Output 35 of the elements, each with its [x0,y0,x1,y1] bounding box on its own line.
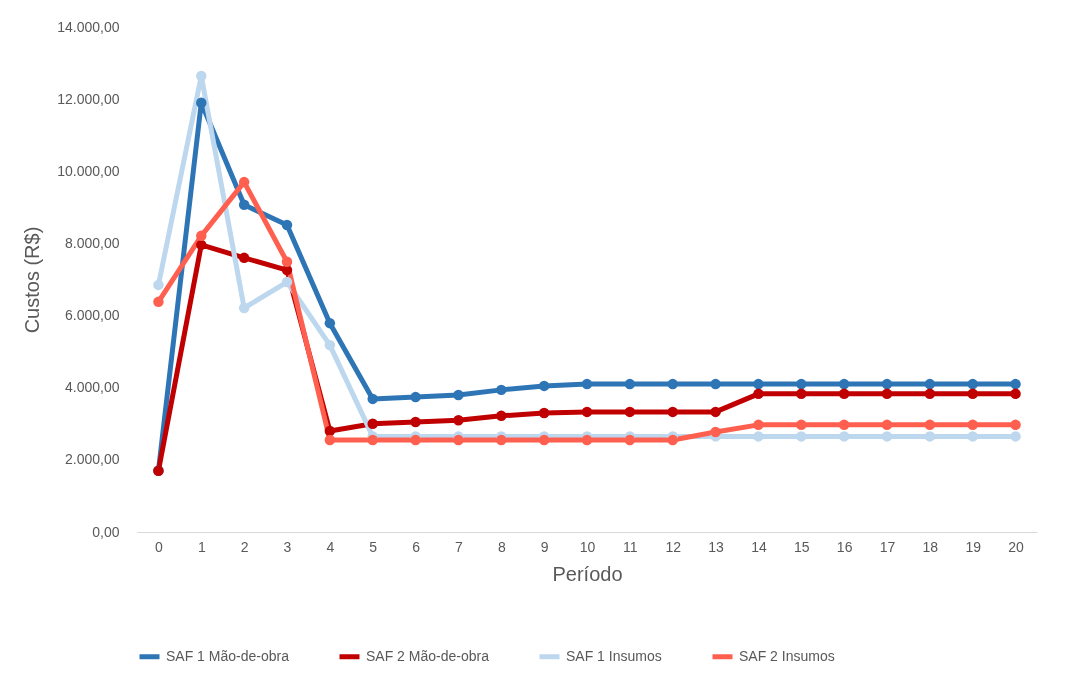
y-tick-label: 6.000,00 [65,307,120,324]
x-tick-label: 14 [751,538,767,555]
x-axis-title: Período [552,562,623,585]
y-tick-label: 8.000,00 [65,234,120,251]
y-axis-title: Custos (R$) [21,226,44,334]
legend-label: SAF 2 Insumos [739,647,835,664]
x-tick-label: 12 [665,538,682,555]
y-tick-label: 14.000,00 [57,18,120,35]
x-tick-label: 5 [369,538,378,555]
y-tick-label: 4.000,00 [65,379,120,396]
x-tick-label: 6 [412,538,421,555]
x-tick-label: 19 [965,538,982,555]
legend-label: SAF 1 Mão-de-obra [166,647,290,664]
x-tick-label: 9 [540,538,549,555]
x-tick-label: 15 [794,538,810,555]
x-tick-label: 16 [836,538,853,555]
x-tick-label: 10 [579,538,596,555]
x-tick-label: 2 [240,538,249,555]
x-tick-label: 8 [497,538,506,555]
x-tick-label: 4 [326,538,335,555]
y-tick-label: 10.000,00 [57,162,120,179]
x-tick-label: 13 [708,538,725,555]
x-tick-label: 0 [155,538,164,555]
x-tick-label: 11 [623,538,638,555]
x-tick-label: 18 [922,538,939,555]
x-tick-label: 3 [283,538,292,555]
y-tick-label: 12.000,00 [57,90,120,107]
x-tick-label: 17 [879,538,896,555]
y-tick-label: 0,00 [92,523,120,540]
y-tick-label: 2.000,00 [65,451,120,468]
legend-label: SAF 1 Insumos [566,647,662,664]
legend-label: SAF 2 Mão-de-obra [366,647,490,664]
x-tick-label: 1 [197,538,206,555]
x-tick-label: 7 [455,538,464,555]
x-tick-label: 20 [1008,538,1025,555]
